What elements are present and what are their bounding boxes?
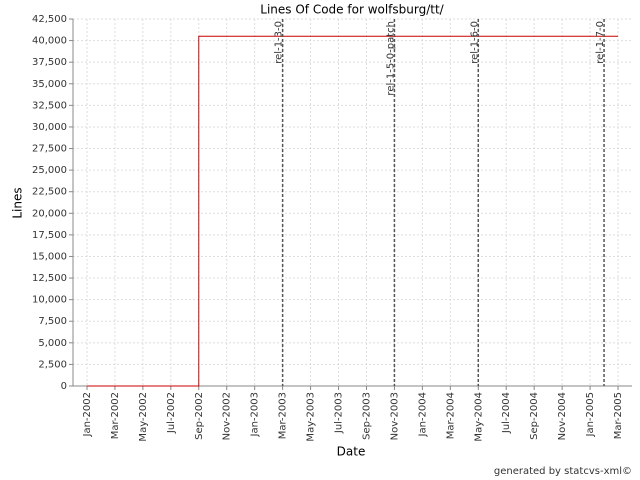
x-tick-label: May-2003 [306, 392, 317, 442]
y-axis-title: Lines [11, 187, 25, 218]
x-tick-label: Sep-2004 [529, 392, 540, 440]
x-axis-title: Date [337, 445, 366, 459]
y-tick-label: 7,500 [38, 316, 67, 327]
y-tick-label: 5,000 [38, 338, 67, 349]
x-tick-label: May-2004 [473, 392, 484, 442]
y-tick-label: 40,000 [32, 36, 67, 47]
y-tick-label: 2,500 [38, 359, 67, 370]
y-tick-label: 27,500 [32, 144, 67, 155]
y-tick-label: 30,000 [32, 122, 67, 133]
x-tick-label: Jan-2004 [417, 392, 428, 437]
x-tick-label: Sep-2003 [361, 392, 372, 440]
release-label: rel-1-5-0-patch [385, 21, 396, 96]
x-tick-label: May-2002 [138, 392, 149, 442]
release-label: rel-1-7-0 [595, 21, 606, 64]
y-tick-label: 35,000 [32, 79, 67, 90]
x-tick-label: Mar-2004 [445, 392, 456, 439]
x-tick-label: Mar-2005 [613, 392, 624, 439]
x-tick-label: Nov-2003 [389, 392, 400, 440]
y-tick-label: 15,000 [32, 251, 67, 262]
credit: generated by statcvs-xml© [494, 466, 632, 477]
y-tick-label: 17,500 [32, 230, 67, 241]
chart-title: Lines Of Code for wolfsburg/tt/ [260, 3, 444, 17]
x-tick-label: Sep-2002 [194, 392, 205, 440]
y-tick-label: 20,000 [32, 208, 67, 219]
y-tick-label: 0 [61, 381, 67, 392]
x-tick-label: Jul-2003 [334, 392, 345, 434]
x-tick-label: Jan-2003 [250, 392, 261, 437]
data-line [86, 35, 619, 387]
x-tick-label: Nov-2002 [222, 392, 233, 440]
x-tick-label: Nov-2004 [557, 392, 568, 440]
x-tick-label: Jul-2002 [166, 392, 177, 434]
y-tick-label: 37,500 [32, 57, 67, 68]
x-tick-label: Jan-2005 [585, 392, 596, 437]
y-tick-label: 42,500 [32, 14, 67, 25]
x-tick-label: Jul-2004 [501, 392, 512, 434]
y-tick-label: 10,000 [32, 295, 67, 306]
release-label: rel-1-6-0 [469, 21, 480, 64]
y-tick-label: 32,500 [32, 100, 67, 111]
y-tick-label: 22,500 [32, 187, 67, 198]
y-tick-label: 25,000 [32, 165, 67, 176]
x-tick-label: Mar-2002 [110, 392, 121, 439]
y-tick-label: 12,500 [32, 273, 67, 284]
x-tick-label: Mar-2003 [278, 392, 289, 439]
x-tick-label: Jan-2002 [82, 392, 93, 437]
release-label: rel-1-3-0 [274, 21, 285, 64]
